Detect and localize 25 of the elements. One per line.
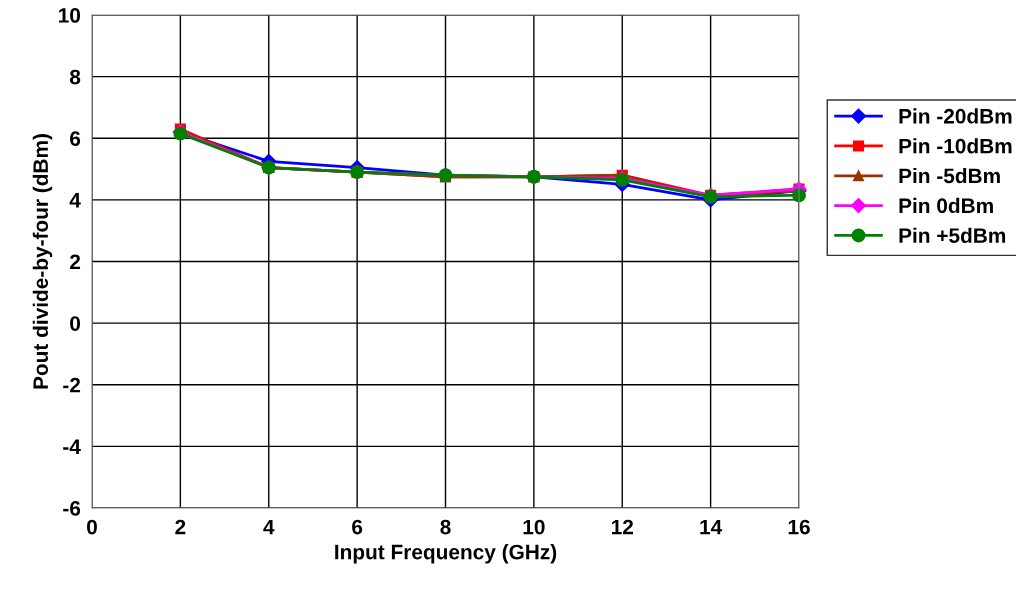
x-tick-label: 16 bbox=[788, 519, 810, 535]
legend-label: Pin +5dBm bbox=[899, 227, 1006, 243]
x-tick-label: 8 bbox=[440, 519, 451, 535]
legend-label: Pin -5dBm bbox=[899, 167, 1000, 184]
x-tick-label: 12 bbox=[611, 519, 633, 535]
y-tick-label: 10 bbox=[59, 8, 81, 23]
x-tick-label: 0 bbox=[87, 519, 97, 535]
y-tick-label: 6 bbox=[70, 131, 81, 146]
y-tick-label: 2 bbox=[70, 254, 81, 270]
legend-label: Pin -20dBm bbox=[899, 108, 1012, 124]
y-tick-label: -2 bbox=[63, 377, 81, 393]
y-tick-label: 4 bbox=[69, 193, 81, 208]
y-tick-label: 0 bbox=[70, 316, 81, 331]
legend-label: Pin -10dBm bbox=[899, 138, 1012, 154]
x-tick-label: 4 bbox=[263, 519, 275, 535]
y-tick-label: 8 bbox=[69, 69, 81, 85]
x-axis-title: Input Frequency (GHz) bbox=[335, 544, 557, 564]
x-tick-label: 14 bbox=[700, 519, 723, 535]
x-tick-label: 10 bbox=[523, 519, 545, 535]
legend-label: Pin 0dBm bbox=[899, 197, 993, 214]
y-tick-label: -6 bbox=[63, 501, 81, 516]
x-tick-label: 6 bbox=[352, 519, 363, 535]
x-tick-label: 2 bbox=[175, 519, 186, 535]
y-tick-label: -4 bbox=[63, 439, 81, 454]
y-axis-title: Pout divide-by-four (dBm) bbox=[32, 134, 53, 389]
